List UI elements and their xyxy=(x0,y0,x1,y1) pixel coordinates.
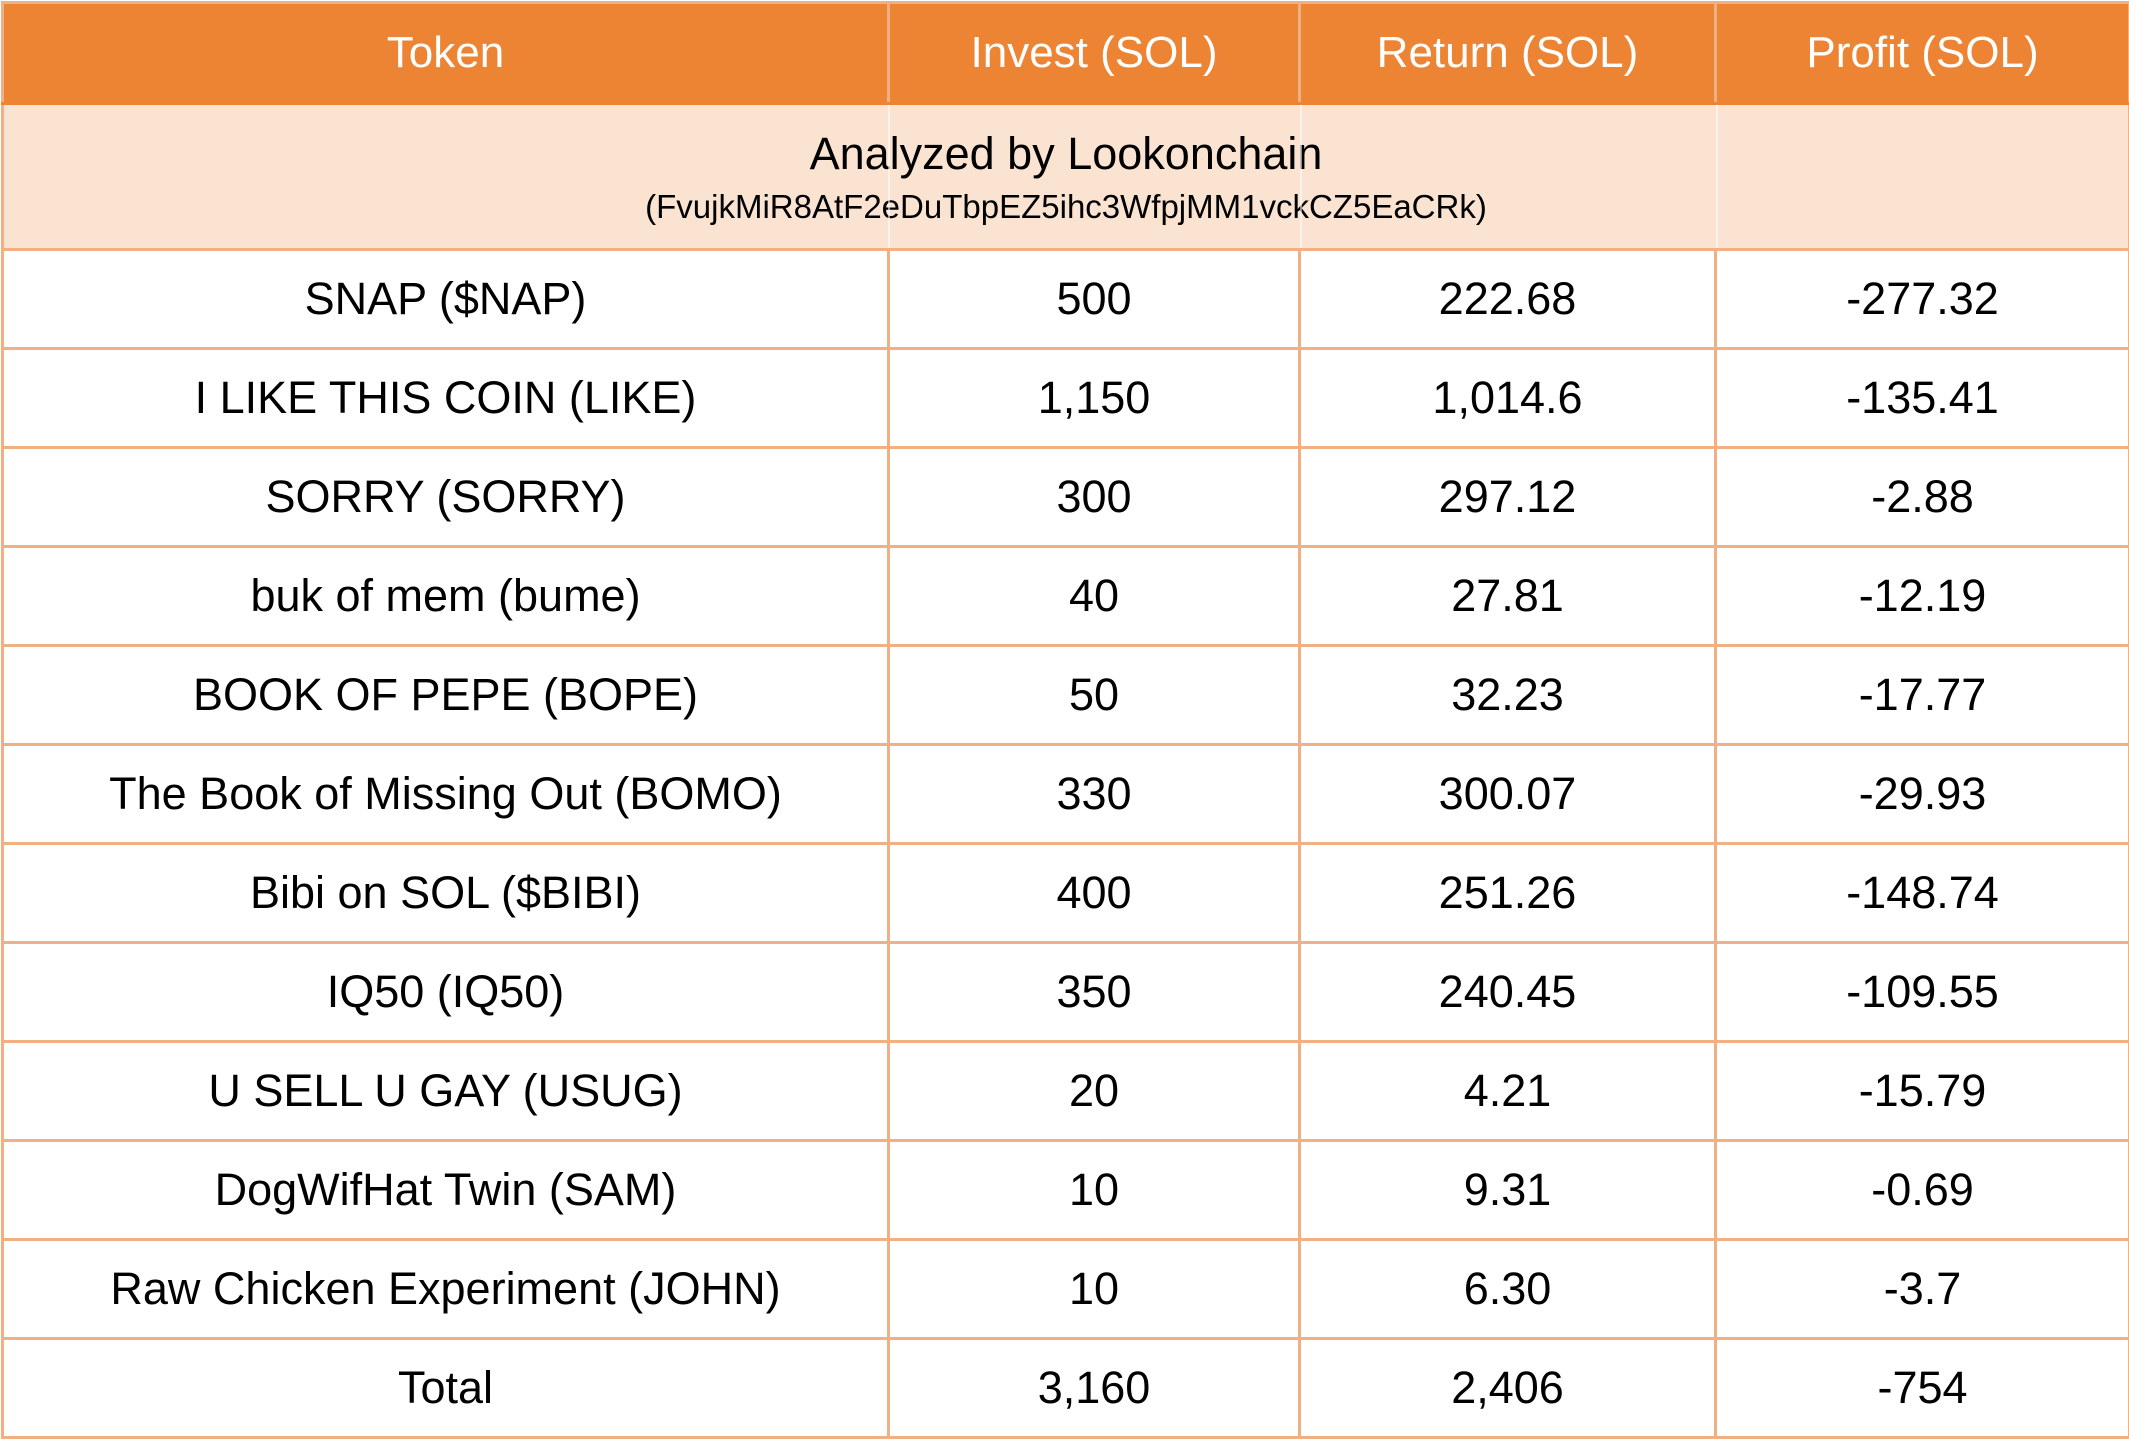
token-cell: U SELL U GAY (USUG) xyxy=(1,1040,890,1142)
col-header-token: Token xyxy=(1,1,890,105)
col-header-return: Return (SOL) xyxy=(1298,1,1717,105)
table-row: Raw Chicken Experiment (JOHN) 10 6.30 -3… xyxy=(1,1238,2129,1340)
invest-cell: 10 xyxy=(887,1238,1301,1340)
token-cell: BOOK OF PEPE (BOPE) xyxy=(1,644,890,746)
profit-cell: -148.74 xyxy=(1714,842,2129,944)
profit-cell: -12.19 xyxy=(1714,545,2129,647)
col-header-profit: Profit (SOL) xyxy=(1714,1,2129,105)
table-row: BOOK OF PEPE (BOPE) 50 32.23 -17.77 xyxy=(1,644,2129,746)
return-cell: 6.30 xyxy=(1298,1238,1717,1340)
analysis-credit-cell: Analyzed by Lookonchain (FvujkMiR8AtF2eD… xyxy=(1,102,2129,251)
total-invest-cell: 3,160 xyxy=(887,1337,1301,1439)
analyzed-wallet-address: (FvujkMiR8AtF2eDuTbpEZ5ihc3WfpjMM1vckCZ5… xyxy=(645,187,1487,225)
invest-cell: 50 xyxy=(887,644,1301,746)
token-cell: Bibi on SOL ($BIBI) xyxy=(1,842,890,944)
total-profit-cell: -754 xyxy=(1714,1337,2129,1439)
profit-cell: -0.69 xyxy=(1714,1139,2129,1241)
invest-cell: 500 xyxy=(887,248,1301,350)
invest-cell: 300 xyxy=(887,446,1301,548)
profit-cell: -3.7 xyxy=(1714,1238,2129,1340)
total-label-cell: Total xyxy=(1,1337,890,1439)
analysis-credit-title: Analyzed by Lookonchain xyxy=(809,127,1323,179)
invest-cell: 40 xyxy=(887,545,1301,647)
return-cell: 300.07 xyxy=(1298,743,1717,845)
profit-cell: -29.93 xyxy=(1714,743,2129,845)
return-cell: 9.31 xyxy=(1298,1139,1717,1241)
total-return-cell: 2,406 xyxy=(1298,1337,1717,1439)
table-row: SNAP ($NAP) 500 222.68 -277.32 xyxy=(1,248,2129,350)
token-cell: I LIKE THIS COIN (LIKE) xyxy=(1,347,890,449)
profit-cell: -2.88 xyxy=(1714,446,2129,548)
return-cell: 297.12 xyxy=(1298,446,1717,548)
token-cell: Raw Chicken Experiment (JOHN) xyxy=(1,1238,890,1340)
profit-cell: -109.55 xyxy=(1714,941,2129,1043)
invest-cell: 350 xyxy=(887,941,1301,1043)
return-cell: 251.26 xyxy=(1298,842,1717,944)
token-cell: SORRY (SORRY) xyxy=(1,446,890,548)
table-row: The Book of Missing Out (BOMO) 330 300.0… xyxy=(1,743,2129,845)
table-row: U SELL U GAY (USUG) 20 4.21 -15.79 xyxy=(1,1040,2129,1142)
table-row: DogWifHat Twin (SAM) 10 9.31 -0.69 xyxy=(1,1139,2129,1241)
table-row: I LIKE THIS COIN (LIKE) 1,150 1,014.6 -1… xyxy=(1,347,2129,449)
return-cell: 32.23 xyxy=(1298,644,1717,746)
profit-cell: -15.79 xyxy=(1714,1040,2129,1142)
invest-cell: 330 xyxy=(887,743,1301,845)
col-header-invest: Invest (SOL) xyxy=(887,1,1301,105)
invest-cell: 10 xyxy=(887,1139,1301,1241)
return-cell: 240.45 xyxy=(1298,941,1717,1043)
invest-cell: 400 xyxy=(887,842,1301,944)
total-row: Total 3,160 2,406 -754 xyxy=(1,1337,2129,1439)
invest-cell: 20 xyxy=(887,1040,1301,1142)
profit-cell: -17.77 xyxy=(1714,644,2129,746)
table-row: SORRY (SORRY) 300 297.12 -2.88 xyxy=(1,446,2129,548)
return-cell: 222.68 xyxy=(1298,248,1717,350)
token-cell: buk of mem (bume) xyxy=(1,545,890,647)
token-cell: SNAP ($NAP) xyxy=(1,248,890,350)
return-cell: 27.81 xyxy=(1298,545,1717,647)
token-cell: DogWifHat Twin (SAM) xyxy=(1,1139,890,1241)
profit-cell: -277.32 xyxy=(1714,248,2129,350)
return-cell: 1,014.6 xyxy=(1298,347,1717,449)
token-cell: IQ50 (IQ50) xyxy=(1,941,890,1043)
table-row: Bibi on SOL ($BIBI) 400 251.26 -148.74 xyxy=(1,842,2129,944)
table-row: IQ50 (IQ50) 350 240.45 -109.55 xyxy=(1,941,2129,1043)
token-cell: The Book of Missing Out (BOMO) xyxy=(1,743,890,845)
profit-cell: -135.41 xyxy=(1714,347,2129,449)
table-row: buk of mem (bume) 40 27.81 -12.19 xyxy=(1,545,2129,647)
invest-cell: 1,150 xyxy=(887,347,1301,449)
subheader-row: Analyzed by Lookonchain (FvujkMiR8AtF2eD… xyxy=(1,102,2129,251)
return-cell: 4.21 xyxy=(1298,1040,1717,1142)
header-row: Token Invest (SOL) Return (SOL) Profit (… xyxy=(1,1,2129,105)
